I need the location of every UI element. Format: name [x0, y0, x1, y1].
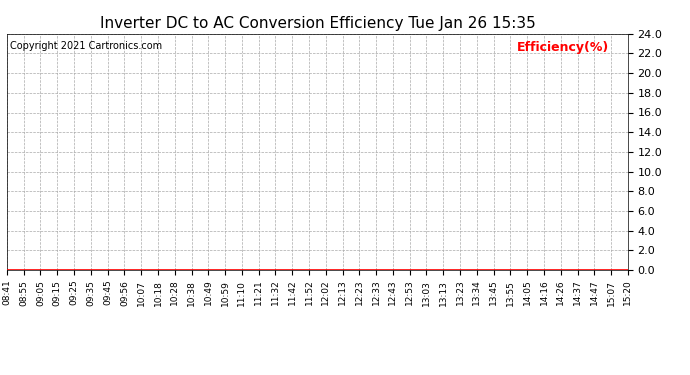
Text: Copyright 2021 Cartronics.com: Copyright 2021 Cartronics.com — [10, 41, 162, 51]
Text: Efficiency(%): Efficiency(%) — [517, 41, 609, 54]
Title: Inverter DC to AC Conversion Efficiency Tue Jan 26 15:35: Inverter DC to AC Conversion Efficiency … — [99, 16, 535, 31]
